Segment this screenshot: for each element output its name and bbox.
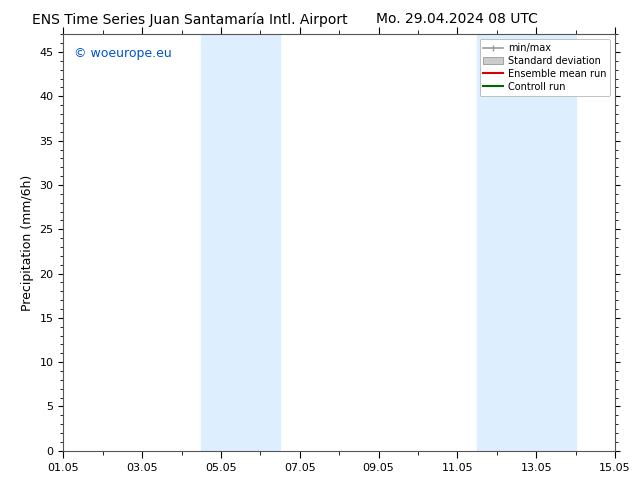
Bar xyxy=(202,34,280,451)
Bar xyxy=(477,34,576,451)
Text: © woeurope.eu: © woeurope.eu xyxy=(74,47,172,60)
Y-axis label: Precipitation (mm/6h): Precipitation (mm/6h) xyxy=(21,174,34,311)
Text: Mo. 29.04.2024 08 UTC: Mo. 29.04.2024 08 UTC xyxy=(375,12,538,26)
Legend: min/max, Standard deviation, Ensemble mean run, Controll run: min/max, Standard deviation, Ensemble me… xyxy=(479,39,610,96)
Text: ENS Time Series Juan Santamaría Intl. Airport: ENS Time Series Juan Santamaría Intl. Ai… xyxy=(32,12,348,27)
